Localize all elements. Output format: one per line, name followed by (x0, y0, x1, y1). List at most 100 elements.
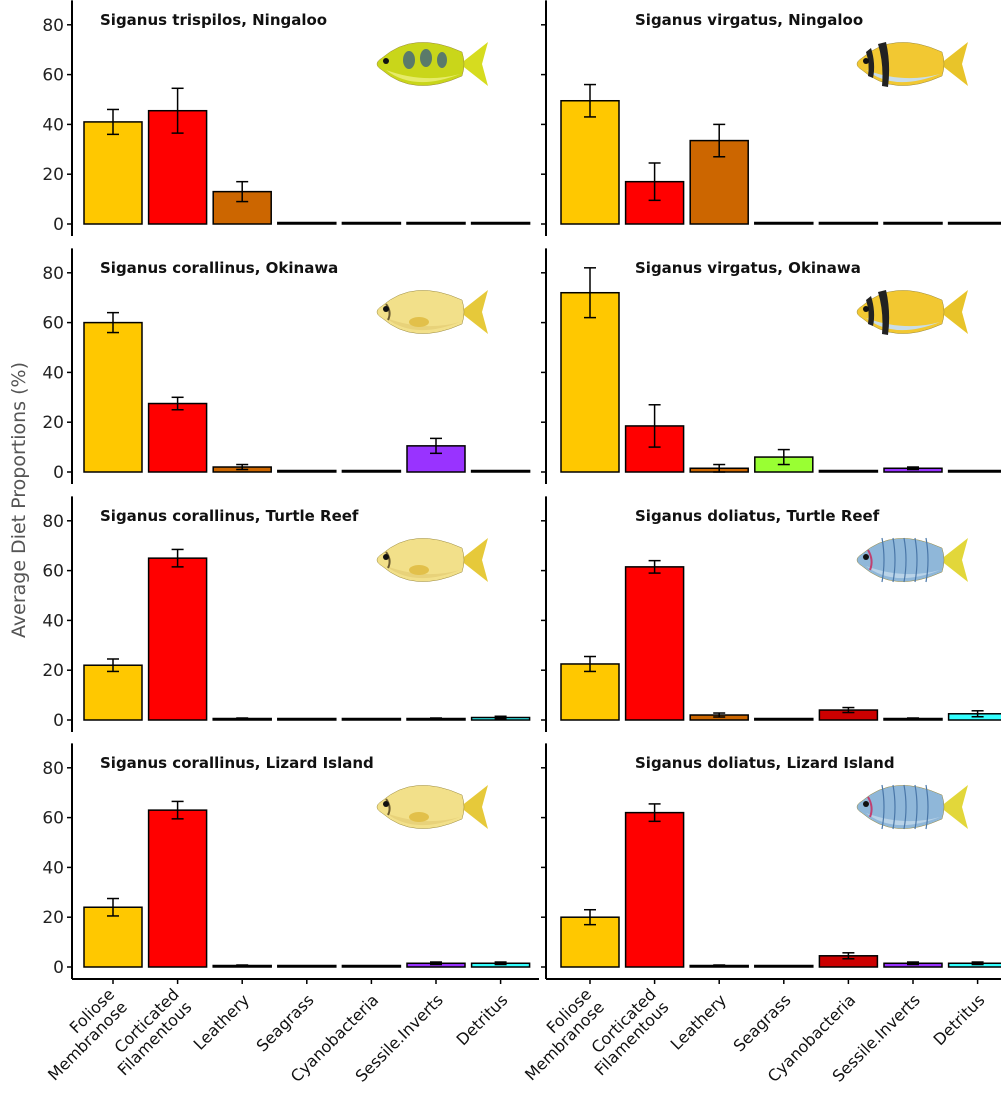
fish-illustration (856, 42, 968, 87)
fish-tail (940, 538, 968, 582)
panel-title: Siganus virgatus, Ningaloo (635, 11, 863, 29)
bar (341, 964, 402, 968)
bar (883, 221, 943, 225)
fish-eye (863, 306, 869, 312)
fish-line (385, 303, 391, 321)
bar (754, 964, 814, 968)
bar (277, 717, 337, 721)
fish-belly (386, 70, 460, 83)
fish-belly (866, 566, 940, 579)
fish-line (925, 537, 929, 583)
fish-tail (940, 42, 968, 86)
panel-title: Siganus virgatus, Okinawa (635, 259, 861, 277)
bar (560, 291, 620, 473)
bar (560, 99, 620, 225)
bar (341, 469, 402, 473)
panel-title: Siganus corallinus, Turtle Reef (100, 507, 359, 525)
y-tick-label: 20 (42, 413, 64, 433)
bar (754, 221, 814, 225)
y-tick-label: 60 (42, 809, 64, 829)
fish-eye (863, 801, 869, 807)
fish-illustration (856, 290, 968, 335)
fish-tail (460, 538, 488, 582)
fish-belly (386, 813, 460, 826)
panel-title: Siganus corallinus, Lizard Island (100, 754, 374, 772)
y-tick-label: 80 (42, 16, 64, 36)
fish-belly (866, 813, 940, 826)
panel: 0 20 40 60 80 Siganus trispilos, Ningaloo (42, 0, 531, 236)
fish-illustration (376, 290, 488, 334)
panel-title: Siganus corallinus, Okinawa (100, 259, 338, 277)
y-tick-label: 80 (42, 759, 64, 779)
fish-line (914, 537, 918, 583)
bar (470, 221, 531, 225)
y-tick-label: 60 (42, 562, 64, 582)
y-tick-label: 40 (42, 611, 64, 631)
fish-illustration (376, 538, 488, 582)
fish-spot (437, 52, 447, 68)
y-tick-label: 60 (42, 66, 64, 86)
bar (147, 809, 208, 968)
panels-group: 0 20 40 60 80 Siganus trispilos, Ningaloo Siga… (42, 0, 1001, 980)
fish-spot (403, 51, 415, 69)
fish-tail (460, 290, 488, 334)
bar (818, 469, 879, 473)
y-tick-label: 0 (53, 463, 64, 483)
panel-title: Siganus trispilos, Ningaloo (100, 11, 327, 29)
y-tick-label: 20 (42, 908, 64, 928)
category-label: Leathery (190, 990, 253, 1053)
bar (83, 321, 143, 473)
category-label-line: Seagrass (730, 990, 795, 1055)
panel: 0 20 40 60 80 Siganus corallinus, Turtle Reef (42, 496, 531, 732)
bar (947, 469, 1001, 473)
fish-eye (863, 554, 869, 560)
panel: Siganus virgatus, Ningaloo (541, 0, 1001, 236)
fish-eye (383, 801, 389, 807)
fish-line (867, 549, 873, 571)
y-tick-label: 40 (42, 115, 64, 135)
bar (83, 664, 143, 721)
fish-belly (386, 318, 460, 331)
fish-line (881, 784, 885, 830)
fish-tail (940, 785, 968, 829)
y-tick-label: 40 (42, 363, 64, 383)
category-label: Leathery (667, 990, 730, 1053)
fish-line (892, 537, 896, 583)
fish-stripe (866, 48, 875, 78)
y-tick-label: 0 (53, 215, 64, 235)
category-label: Seagrass (253, 990, 318, 1055)
fish-tail (460, 42, 488, 86)
y-tick-label: 20 (42, 661, 64, 681)
fish-fin (409, 812, 429, 822)
bar (406, 221, 466, 225)
fish-fin (409, 317, 429, 327)
fish-illustration (376, 42, 488, 86)
bar (947, 221, 1001, 225)
fish-line (881, 537, 885, 583)
category-label: Detritus (453, 990, 512, 1049)
fish-eye (383, 554, 389, 560)
category-label-line: Detritus (453, 990, 512, 1049)
category-label-line: Detritus (930, 990, 989, 1049)
fish-illustration (376, 785, 488, 829)
bar (277, 469, 337, 473)
fish-eye (383, 306, 389, 312)
y-tick-label: 20 (42, 165, 64, 185)
panel: 0 20 40 60 80 Siganus corallinus, Lizard Isla… (42, 743, 539, 980)
bar (83, 906, 143, 968)
bar (470, 469, 531, 473)
bar (818, 221, 879, 225)
fish-fin (409, 565, 429, 575)
panel: 0 20 40 60 80 Siganus corallinus, Okinawa (42, 248, 531, 484)
fish-line (903, 537, 907, 583)
bar (277, 221, 337, 225)
fish-tail (940, 290, 968, 334)
bar (624, 811, 685, 968)
y-tick-label: 60 (42, 314, 64, 334)
fish-tail (460, 785, 488, 829)
fish-line (914, 784, 918, 830)
fish-line (867, 796, 873, 818)
panel: Siganus doliatus, Turtle Reef (541, 496, 1001, 732)
category-labels-group: FolioseMembranoseCorticatedFilamentousLe… (44, 979, 989, 1086)
